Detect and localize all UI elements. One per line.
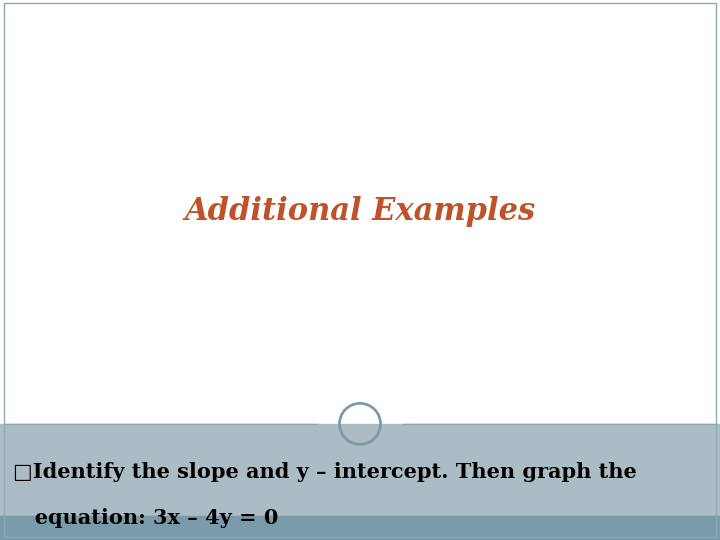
Text: equation: 3x – 4y = 0: equation: 3x – 4y = 0 — [13, 508, 279, 528]
Bar — [0, 516, 720, 540]
Text: □Identify the slope and y – intercept. Then graph the: □Identify the slope and y – intercept. T… — [13, 462, 636, 482]
Text: Additional Examples: Additional Examples — [184, 197, 536, 227]
Bar — [0, 424, 720, 516]
Bar — [0, 0, 720, 424]
